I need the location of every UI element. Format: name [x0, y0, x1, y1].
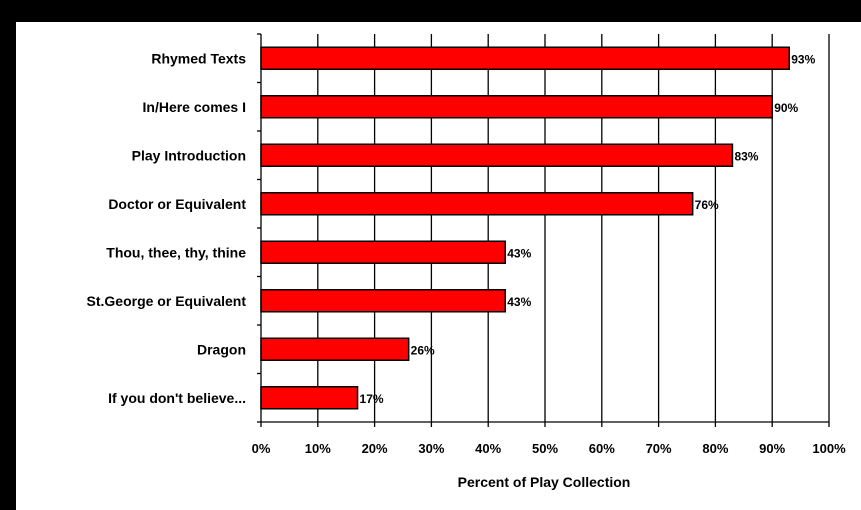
axes — [257, 33, 830, 427]
bar — [260, 192, 694, 216]
x-tick-label: 0% — [252, 441, 271, 456]
data-label: 43% — [507, 246, 531, 260]
category-label: Dragon — [197, 341, 246, 357]
bars — [260, 46, 790, 410]
category-label: Doctor or Equivalent — [108, 196, 246, 212]
bar — [260, 240, 506, 264]
x-tick-label: 70% — [646, 441, 672, 456]
data-label: 76% — [695, 198, 719, 212]
bar — [260, 386, 359, 410]
category-label: Thou, thee, thy, thine — [106, 244, 246, 260]
bar — [260, 95, 773, 119]
bar — [260, 337, 410, 361]
data-label: 90% — [774, 101, 798, 115]
x-tick-label: 50% — [532, 441, 558, 456]
x-tick-label: 30% — [418, 441, 444, 456]
x-tick-label: 40% — [475, 441, 501, 456]
data-label: 26% — [411, 343, 435, 357]
data-label: 83% — [734, 149, 758, 163]
data-label: 17% — [360, 392, 384, 406]
bar — [260, 289, 506, 313]
category-label: Rhymed Texts — [151, 50, 246, 66]
x-tick-label: 90% — [759, 441, 785, 456]
labels: Rhymed Texts 93% In/Here comes I 90% Play In… — [87, 50, 847, 456]
category-label: Play Introduction — [132, 147, 246, 163]
x-tick-label: 20% — [362, 441, 388, 456]
x-tick-label: 100% — [812, 441, 846, 456]
x-tick-label: 10% — [305, 441, 331, 456]
x-tick-label: 60% — [589, 441, 615, 456]
x-axis-title: Percent of Play Collection — [458, 474, 631, 490]
category-label: In/Here comes I — [143, 99, 247, 115]
data-label: 93% — [791, 52, 815, 66]
x-tick-label: 80% — [702, 441, 728, 456]
bar — [260, 143, 734, 167]
category-label: St.George or Equivalent — [87, 293, 247, 309]
category-label: If you don't believe... — [108, 390, 246, 406]
data-label: 43% — [507, 295, 531, 309]
bar — [260, 46, 790, 70]
